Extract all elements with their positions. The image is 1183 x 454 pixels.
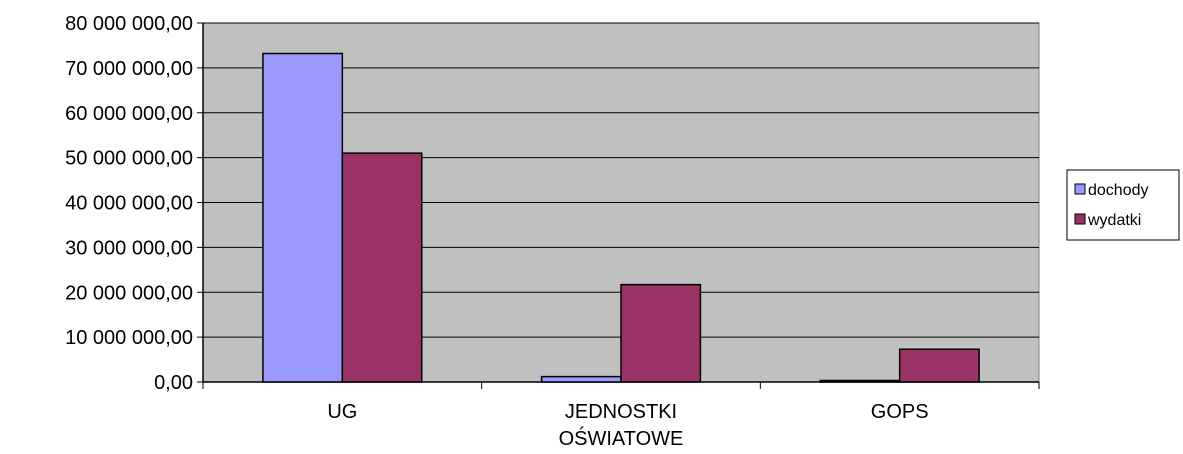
y-tick-label: 50 000 000,00 [65, 148, 193, 170]
y-tick-label: 70 000 000,00 [65, 58, 193, 80]
x-category-label: JEDNOSTKI [565, 401, 677, 423]
y-tick-label: 30 000 000,00 [65, 237, 193, 259]
y-tick-label: 20 000 000,00 [65, 282, 193, 304]
bar-dochody-2 [819, 379, 901, 383]
y-tick-label: 0,00 [154, 372, 193, 394]
bar-wydatki-0 [341, 152, 423, 383]
legend-swatch-wydatki [1074, 213, 1086, 225]
bar-wydatki-1 [620, 283, 702, 383]
legend-swatch-dochody [1074, 183, 1086, 195]
bar-dochody-0 [262, 52, 344, 383]
y-tick-label: 60 000 000,00 [65, 103, 193, 125]
y-tick-label: 80 000 000,00 [65, 13, 193, 35]
legend-label-dochody: dochody [1088, 182, 1149, 199]
x-category-label: OŚWIATOWE [559, 426, 684, 450]
x-category-label: UG [327, 401, 357, 423]
y-tick-label: 10 000 000,00 [65, 327, 193, 349]
x-category-label: GOPS [871, 401, 929, 423]
bar-dochody-1 [540, 375, 622, 383]
bar-wydatki-2 [898, 348, 980, 383]
legend [1066, 169, 1180, 241]
y-tick-label: 40 000 000,00 [65, 193, 193, 215]
legend-label-wydatki: wydatki [1087, 212, 1141, 229]
